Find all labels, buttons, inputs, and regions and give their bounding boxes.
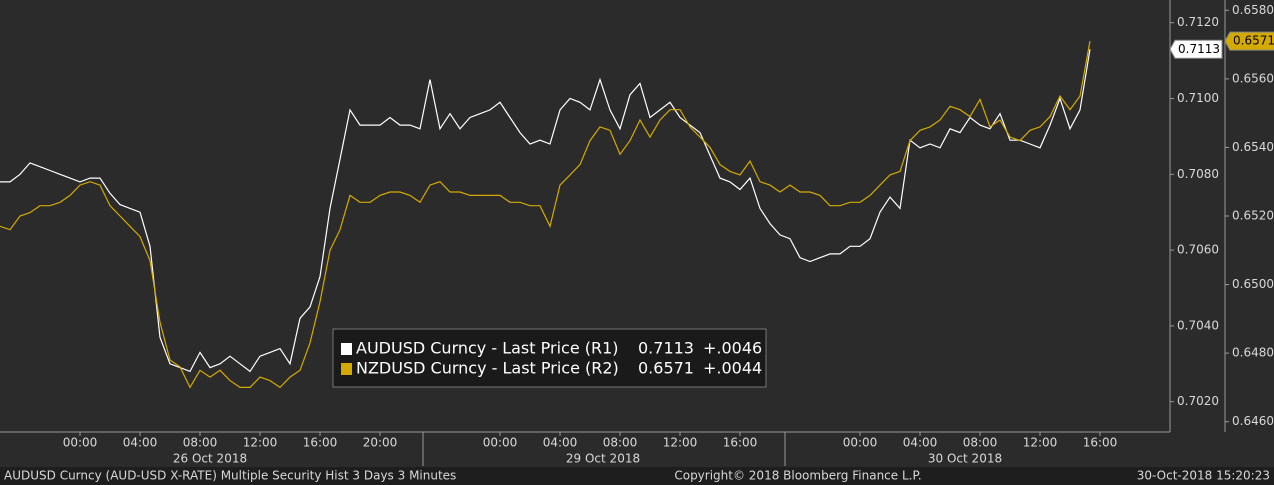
last-value-label: 0.7113: [1178, 42, 1220, 56]
x-tick-label: 00:00: [483, 436, 518, 450]
x-tick-label: 12:00: [1023, 436, 1058, 450]
x-tick-label: 16:00: [303, 436, 338, 450]
date-label: 29 Oct 2018: [566, 452, 640, 466]
last-value-flag: [1169, 39, 1223, 59]
legend-swatch: [341, 343, 352, 355]
x-tick-label: 00:00: [63, 436, 98, 450]
last-value-label: 0.6571: [1233, 34, 1274, 48]
x-tick-label: 08:00: [963, 436, 998, 450]
y-tick-label: 0.7020: [1177, 394, 1219, 408]
y-tick-label: 0.6460: [1232, 414, 1274, 428]
y-tick-label: 0.6520: [1232, 209, 1274, 223]
legend-swatch: [341, 363, 352, 375]
x-tick-label: 20:00: [363, 436, 398, 450]
x-tick-label: 12:00: [663, 436, 698, 450]
footer-right: 30-Oct-2018 15:20:23: [1137, 469, 1270, 483]
x-tick-label: 08:00: [183, 436, 218, 450]
y-tick-label: 0.7120: [1177, 15, 1219, 29]
x-tick-label: 00:00: [843, 436, 878, 450]
footer-bar: [0, 467, 1274, 485]
y-tick-label: 0.7060: [1177, 243, 1219, 257]
y-tick-label: 0.7080: [1177, 167, 1219, 181]
last-value-flag: [1224, 31, 1274, 51]
x-tick-label: 04:00: [903, 436, 938, 450]
legend-change: +.0044: [703, 359, 762, 378]
legend-label: AUDUSD Curncy - Last Price (R1): [356, 339, 619, 358]
date-label: 26 Oct 2018: [173, 452, 247, 466]
y-tick-label: 0.6500: [1232, 277, 1274, 291]
x-tick-label: 04:00: [123, 436, 158, 450]
x-tick-label: 16:00: [723, 436, 758, 450]
x-tick-label: 12:00: [243, 436, 278, 450]
x-tick-label: 04:00: [543, 436, 578, 450]
series-line: [0, 40, 1091, 389]
footer-center: Copyright© 2018 Bloomberg Finance L.P.: [674, 469, 921, 483]
y-tick-label: 0.6540: [1232, 140, 1274, 154]
legend-last: 0.7113: [638, 339, 694, 358]
legend-last: 0.6571: [638, 359, 694, 378]
legend-change: +.0046: [703, 339, 762, 358]
y-tick-label: 0.7100: [1177, 91, 1219, 105]
y-tick-label: 0.7040: [1177, 318, 1219, 332]
y-tick-label: 0.6580: [1232, 3, 1274, 17]
legend-box: [332, 328, 767, 388]
legend-label: NZDUSD Curncy - Last Price (R2): [356, 359, 619, 378]
date-label: 30 Oct 2018: [928, 452, 1002, 466]
footer-left: AUDUSD Curncy (AUD-USD X-RATE) Multiple …: [4, 469, 456, 483]
x-tick-label: 08:00: [603, 436, 638, 450]
x-tick-label: 16:00: [1083, 436, 1118, 450]
series-line: [0, 49, 1091, 373]
y-tick-label: 0.6480: [1232, 346, 1274, 360]
y-tick-label: 0.6560: [1232, 71, 1274, 85]
